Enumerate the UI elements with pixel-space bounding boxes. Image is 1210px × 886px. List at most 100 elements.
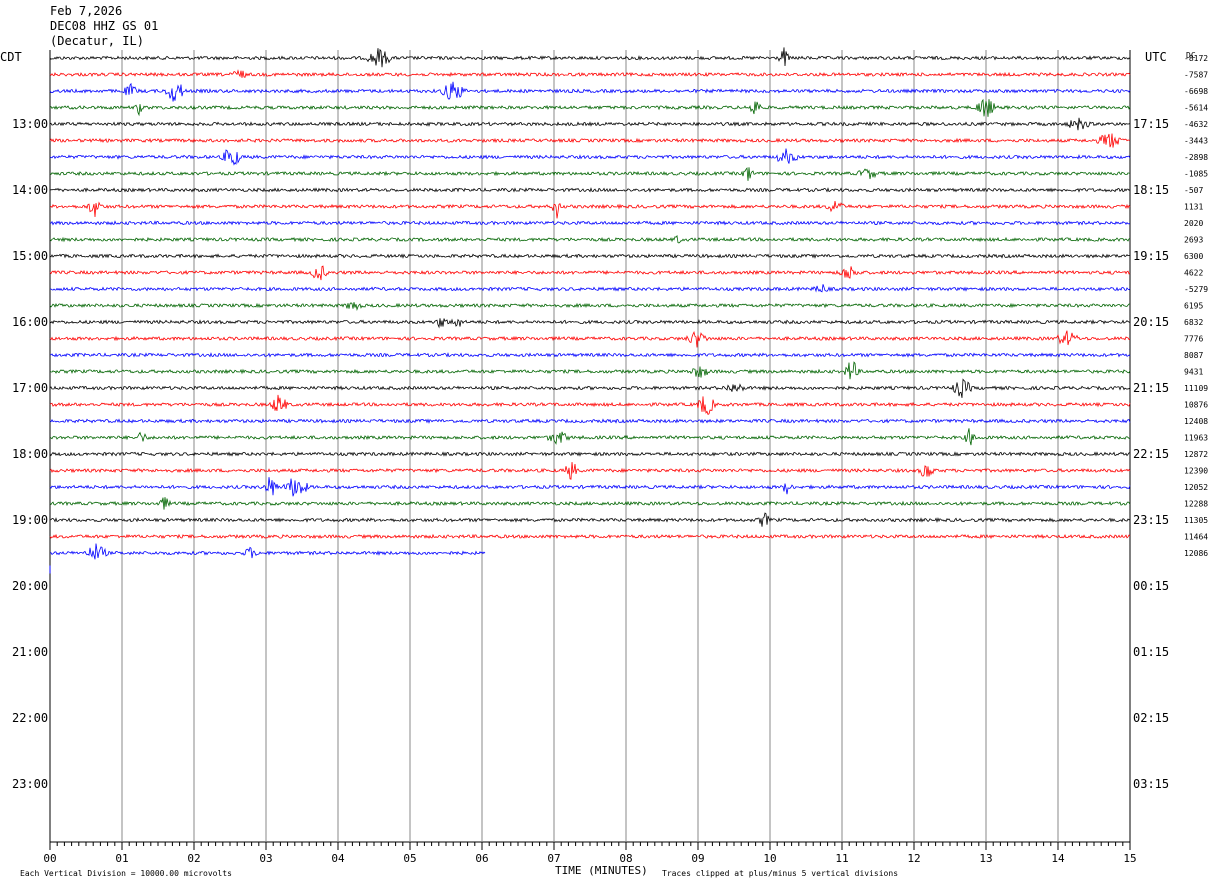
dc-offset-label: 12086 [1184,549,1208,558]
seismic-trace [49,462,1131,480]
seismic-trace [49,512,1131,527]
right-hour-label: 00:15 [1133,579,1169,593]
seismic-trace [50,284,1131,293]
dc-offset-label: 2020 [1184,219,1203,228]
x-tick-label: 07 [547,852,560,865]
left-hour-label: 16:00 [12,315,48,329]
right-hour-label: 22:15 [1133,447,1169,461]
left-hour-label: 20:00 [12,579,48,593]
seismic-trace [49,302,1130,312]
left-hour-label: 21:00 [12,645,48,659]
dc-offset-label: 11305 [1184,516,1208,525]
x-tick-label: 06 [475,852,488,865]
seismic-trace [49,133,1131,148]
seismic-trace [49,497,1131,510]
seismic-trace [49,428,1130,446]
dc-offset-label: 7776 [1184,335,1203,344]
left-hour-label: 14:00 [12,183,48,197]
header-date: Feb 7,2026 [50,4,123,18]
dc-offset-label: 12872 [1184,450,1208,459]
left-hour-label: 19:00 [12,513,48,527]
x-axis-label: TIME (MINUTES) [555,864,648,877]
dc-offset-label: -3443 [1184,137,1208,146]
x-tick-label: 10 [763,852,776,865]
seismic-trace [49,201,1131,219]
left-hour-label: 23:00 [12,777,48,791]
seismic-trace [49,148,1131,166]
seismic-trace [49,117,1131,131]
seismic-trace [49,477,1131,497]
seismic-trace [49,418,1131,424]
footer-left-note: Each Vertical Division = 10000.00 microv… [20,869,232,878]
dc-offset-label: -6698 [1184,87,1208,96]
dc-offset-label: -2898 [1184,153,1208,162]
dc-offset-label: 12052 [1184,483,1208,492]
seismic-trace [49,533,1131,540]
dc-offset-label: 6300 [1184,252,1203,261]
seismic-trace [49,234,1131,244]
seismic-trace [49,378,1131,398]
chart-traces [49,47,1131,574]
seismic-trace [49,361,1131,380]
seismic-trace [49,98,1131,117]
seismic-trace [49,220,1131,226]
seismic-trace [49,318,1131,329]
x-tick-label: 09 [691,852,704,865]
dc-offset-label: 8087 [1184,351,1203,360]
x-tick-label: 00 [43,852,56,865]
left-hour-label: 22:00 [12,711,48,725]
x-tick-label: 03 [259,852,272,865]
seismic-trace [49,253,1130,259]
right-hour-label: 21:15 [1133,381,1169,395]
dc-offset-label: 12390 [1184,467,1208,476]
header-location: (Decatur, IL) [50,34,144,48]
right-hour-label: 20:15 [1133,315,1169,329]
dc-offset-label: -5279 [1184,285,1208,294]
right-hour-label: 18:15 [1133,183,1169,197]
seismic-trace [49,394,1131,415]
x-tick-label: 04 [331,852,345,865]
dc-offset-label: -5614 [1184,104,1208,113]
seismic-trace [49,81,1131,102]
right-hour-label: 19:15 [1133,249,1169,263]
seismic-trace [49,187,1131,193]
dc-offset-label: 10876 [1184,401,1208,410]
dc-offset-label: 2693 [1184,236,1203,245]
x-tick-label: 11 [835,852,848,865]
seismic-trace [49,330,1131,348]
dc-offset-label: 12408 [1184,417,1208,426]
left-axis-label: CDT [0,50,22,64]
chart-labels: 00 01 02 03 04 05 06 07 08 09 10 11 12 13 14 15 13:00 17:… [12,54,1208,865]
dc-offset-label: -507 [1184,186,1203,195]
dc-offset-label: 9431 [1184,368,1203,377]
dc-offset-label: 11109 [1184,384,1208,393]
chart-grid [49,50,1131,850]
x-tick-label: 08 [619,852,632,865]
dc-offset-label: 6195 [1184,302,1203,311]
x-tick-label: 14 [1051,852,1065,865]
dc-offset-label: 12288 [1184,500,1208,509]
left-hour-label: 15:00 [12,249,48,263]
right-hour-label: 02:15 [1133,711,1169,725]
left-hour-label: 18:00 [12,447,48,461]
right-hour-label: 01:15 [1133,645,1169,659]
dc-offset-label: 11963 [1184,434,1208,443]
x-tick-label: 12 [907,852,920,865]
seismic-trace [49,543,486,560]
dc-column-header: DC [1186,51,1196,60]
header-station: DEC08 HHZ GS 01 [50,19,159,33]
seismic-trace [49,451,1131,457]
seismic-trace [49,265,1131,281]
dc-offset-label: 11464 [1184,533,1208,542]
right-hour-label: 17:15 [1133,117,1169,131]
x-tick-label: 13 [979,852,992,865]
dc-offset-label: 1131 [1184,203,1203,212]
right-hour-label: 23:15 [1133,513,1169,527]
right-axis-label: UTC [1145,50,1167,64]
x-tick-label: 05 [403,852,416,865]
seismic-trace [49,352,1131,358]
dc-offset-label: -7587 [1184,71,1208,80]
seismic-trace [49,69,1131,78]
dc-offset-label: -8172 [1184,54,1208,63]
